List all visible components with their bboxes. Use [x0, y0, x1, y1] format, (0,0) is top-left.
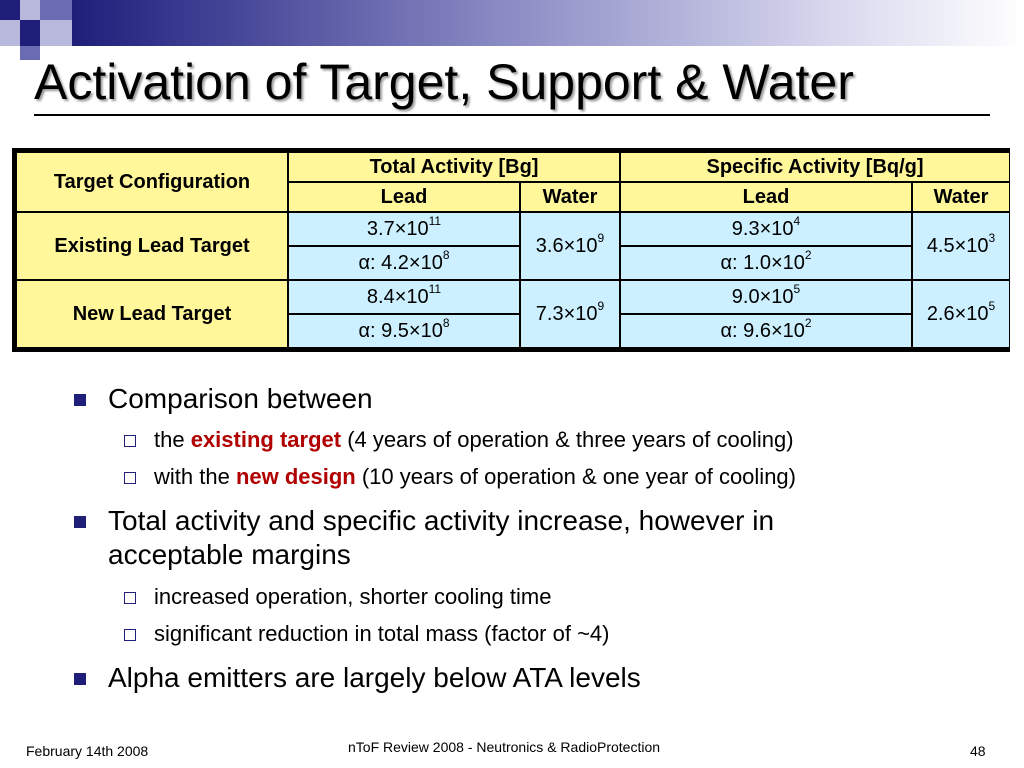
sub-bullet-existing: the existing target (4 years of operatio… — [154, 427, 794, 452]
bullet-comparison: Comparison between — [108, 383, 373, 414]
subheader-lead: Lead — [289, 183, 519, 211]
header-gradient-band — [72, 0, 1024, 46]
footer-date: February 14th 2008 — [26, 743, 149, 759]
header-total-activity: Total Activity [Bg] — [289, 153, 620, 181]
highlight-new-design: new design — [235, 464, 356, 489]
title-underline — [34, 114, 990, 116]
footer-title: nToF Review 2008 - Neutronics & RadioPro… — [348, 739, 661, 755]
sub-bullet-box-icon — [124, 472, 136, 484]
row-label-new: New Lead Target — [17, 281, 287, 347]
bullet-square-icon — [74, 673, 86, 685]
cell-spec-lead: 9.0×105 — [621, 281, 912, 313]
decor-square — [20, 0, 40, 20]
decor-square — [20, 20, 40, 46]
sub-bullet-new: with the new design (10 years of operati… — [154, 464, 796, 489]
slide-title: Activation of Target, Support & Water — [34, 54, 854, 110]
sub-bullet-increased-operation: increased operation, shorter cooling tim… — [154, 584, 552, 609]
header-specific-activity: Specific Activity [Bq/g] — [621, 153, 1010, 181]
cell-total-lead: 3.7×1011 — [289, 213, 519, 245]
sub-bullet-box-icon — [124, 592, 136, 604]
cell-total-lead-alpha: α: 4.2×108 — [289, 247, 519, 279]
subheader-lead: Lead — [621, 183, 912, 211]
subheader-water: Water — [913, 183, 1010, 211]
row-label-existing: Existing Lead Target — [17, 213, 287, 279]
activation-table: Target Configuration Total Activity [Bg]… — [12, 148, 1010, 352]
decor-square — [0, 0, 20, 20]
cell-spec-lead: 9.3×104 — [621, 213, 912, 245]
sub-bullet-mass-reduction: significant reduction in total mass (fac… — [154, 621, 610, 646]
subheader-water: Water — [521, 183, 620, 211]
highlight-existing-target: existing target — [190, 427, 342, 452]
cell-total-water: 3.6×109 — [521, 213, 620, 279]
cell-total-lead: 8.4×1011 — [289, 281, 519, 313]
cell-total-lead-alpha: α: 9.5×108 — [289, 315, 519, 347]
decor-square — [0, 20, 20, 46]
decor-square — [40, 20, 72, 46]
decor-square — [40, 0, 72, 20]
bullet-square-icon — [74, 516, 86, 528]
sub-bullet-box-icon — [124, 629, 136, 641]
footer-page-number: 48 — [970, 743, 986, 759]
sub-bullet-box-icon — [124, 435, 136, 447]
bullet-square-icon — [74, 394, 86, 406]
cell-spec-lead-alpha: α: 1.0×102 — [621, 247, 912, 279]
cell-spec-water: 2.6×105 — [913, 281, 1010, 347]
cell-spec-lead-alpha: α: 9.6×102 — [621, 315, 912, 347]
bullet-total-activity: Total activity and specific activity inc… — [108, 505, 775, 570]
cell-total-water: 7.3×109 — [521, 281, 620, 347]
header-target-config: Target Configuration — [17, 153, 287, 211]
cell-spec-water: 4.5×103 — [913, 213, 1010, 279]
bullet-alpha-emitters: Alpha emitters are largely below ATA lev… — [108, 662, 641, 693]
decor-square — [20, 46, 40, 60]
